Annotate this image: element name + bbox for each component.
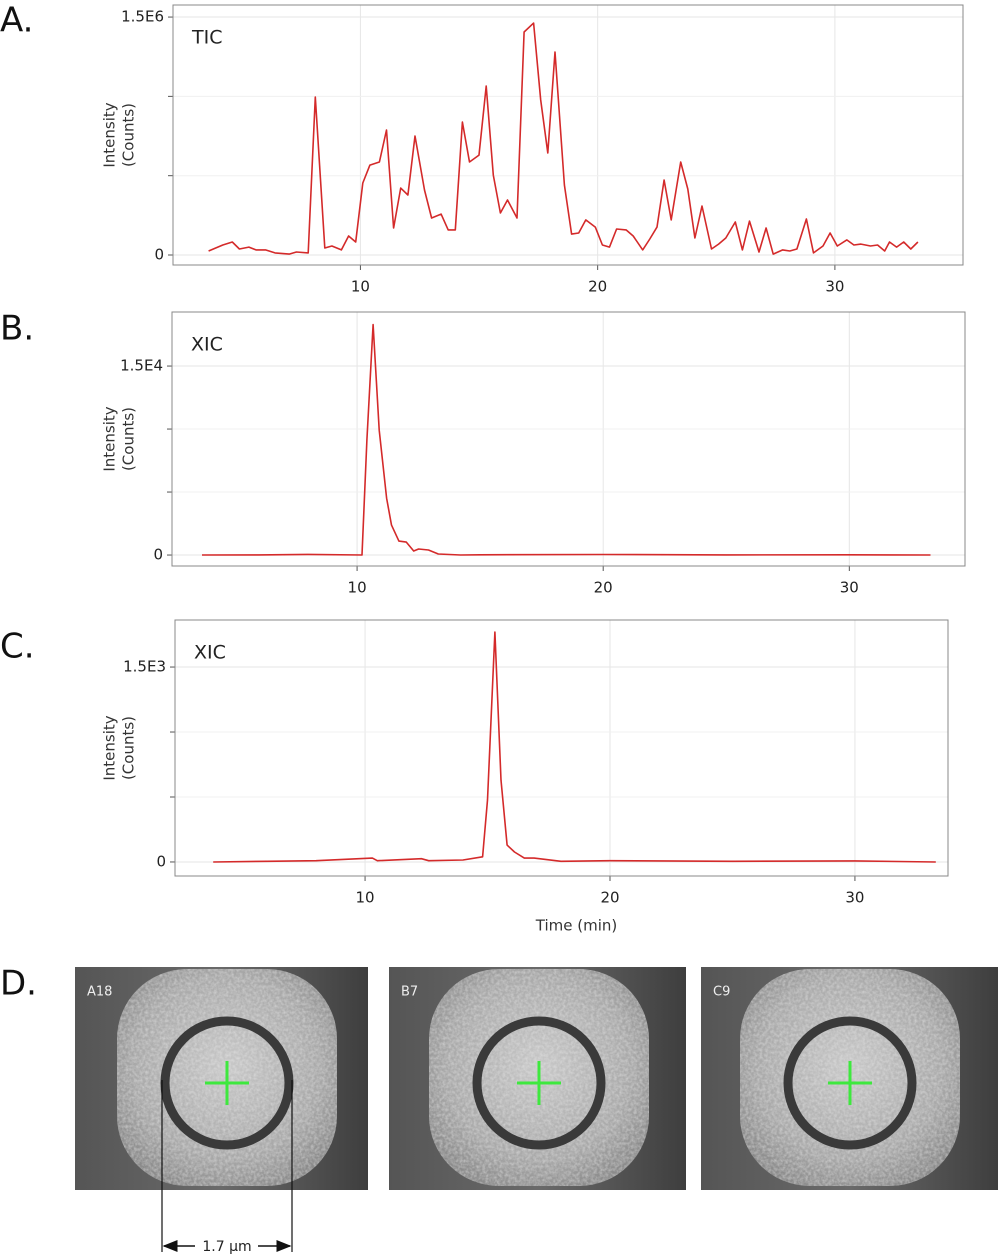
scale-bar: 1.7 µm <box>161 1080 293 1255</box>
x-tick-label: 10 <box>351 278 370 296</box>
scale-bar-label: 1.7 µm <box>202 1239 251 1255</box>
y-tick-label: 0 <box>156 852 166 870</box>
ring <box>783 1016 917 1150</box>
y-tick-label: 1.5E4 <box>120 357 163 375</box>
y-axis-label: Intensity <box>101 715 119 780</box>
data-line <box>201 323 931 556</box>
plot-area <box>174 619 949 877</box>
annotation: XIC <box>194 642 226 664</box>
y-axis-label: Intensity <box>101 102 119 167</box>
ring <box>160 1016 294 1150</box>
plot-area <box>172 4 964 266</box>
y-axis-label: (Counts) <box>120 716 138 780</box>
x-axis-label: Time (min) <box>535 917 617 935</box>
plot-area <box>171 311 966 567</box>
y-tick-label: 1.5E3 <box>123 658 166 676</box>
annotation: TIC <box>191 27 222 49</box>
plot-frame <box>174 619 949 877</box>
annotation: XIC <box>191 334 223 356</box>
x-tick-label: 20 <box>600 889 619 907</box>
data-line <box>208 22 919 255</box>
plot-frame <box>172 4 964 266</box>
image-label: C9 <box>713 985 730 1000</box>
x-tick-label: 30 <box>825 278 844 296</box>
y-tick-label: 0 <box>154 246 164 264</box>
chart: 10 20 30 0 1.5E3 XIC Intensity (Counts) Time (mi… <box>101 619 949 935</box>
x-tick-label: 20 <box>588 278 607 296</box>
x-tick-label: 20 <box>594 579 613 597</box>
ring <box>472 1016 606 1150</box>
x-tick-label: 10 <box>356 889 375 907</box>
panel-label: C. <box>0 627 35 667</box>
chart: 10 20 30 0 1.5E6 TIC Intensity (Counts) <box>101 4 964 296</box>
x-tick-label: 30 <box>840 579 859 597</box>
panel-label: A. <box>0 1 33 41</box>
data-line <box>213 631 936 863</box>
plot-frame <box>171 311 966 567</box>
y-axis-label: Intensity <box>101 406 119 471</box>
y-tick-label: 1.5E6 <box>121 8 164 26</box>
x-tick-label: 30 <box>845 889 864 907</box>
y-tick-label: 0 <box>153 546 163 564</box>
y-axis-label: (Counts) <box>120 103 138 167</box>
chart: 10 20 30 0 1.5E4 XIC Intensity (Counts) <box>101 311 966 597</box>
panel-label: D. <box>0 964 37 1004</box>
image-row: A18 B7 C9 <box>75 967 998 1190</box>
image-label: B7 <box>401 985 418 1000</box>
y-axis-label: (Counts) <box>120 407 138 471</box>
x-tick-label: 10 <box>348 579 367 597</box>
panel-label: B. <box>0 309 34 349</box>
image-label: A18 <box>87 985 112 1000</box>
